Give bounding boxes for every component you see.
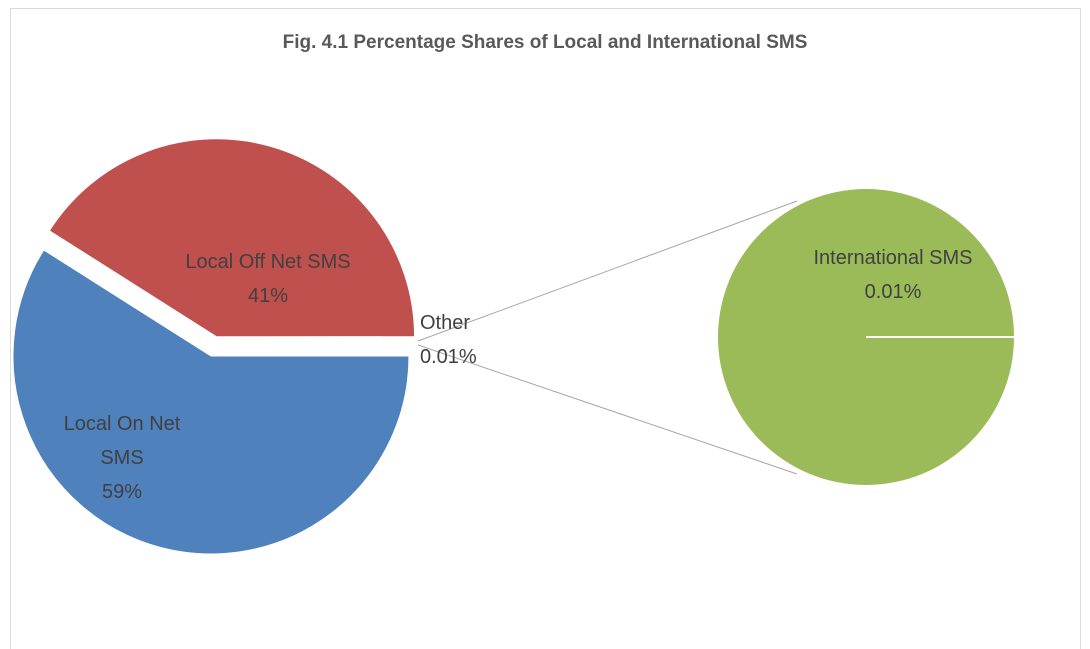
slice-label: International SMS 0.01% [783,241,1003,309]
slice-label: Local Off Net SMS 41% [158,245,378,313]
pie-slice [12,249,410,555]
category-label: International SMS [813,247,973,269]
slice-label: Local On Net SMS 59% [42,407,202,509]
chart-border [10,8,1081,649]
value-label: 59% [101,481,143,503]
slice-label: Other 0.01% [420,306,477,374]
category-label: Other [420,312,471,334]
connector-line [417,344,798,475]
pie-slice [48,138,416,338]
value-label: 41% [247,285,289,307]
connector-line [417,200,798,342]
category-label: Local On Net SMS [63,413,181,469]
chart-title: Fig. 4.1 Percentage Shares of Local and … [282,32,808,53]
category-label: Local Off Net SMS [185,251,351,273]
value-label: 0.01% [864,281,922,303]
value-label: 0.01% [420,346,477,368]
